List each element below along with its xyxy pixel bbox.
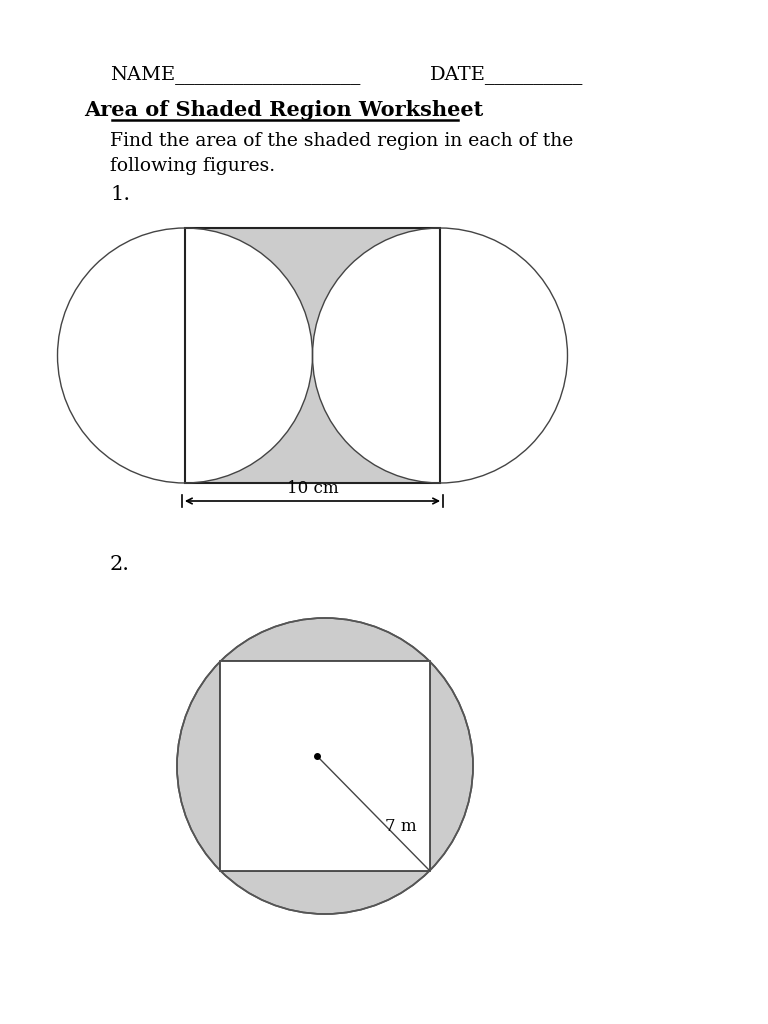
Text: 1.: 1. [110,185,130,204]
Bar [185,228,440,483]
Text: 2.: 2. [110,555,130,574]
Bar [220,662,429,870]
Text: 7 m: 7 m [386,818,417,836]
Text: Area of Shaded Region Worksheet: Area of Shaded Region Worksheet [84,100,484,120]
Circle shape [177,618,473,914]
Text: DATE__________: DATE__________ [430,65,584,84]
Text: Find the area of the shaded region in each of the: Find the area of the shaded region in ea… [110,132,573,150]
Circle shape [58,228,313,483]
Circle shape [313,228,568,483]
Bar [185,228,440,483]
Text: following figures.: following figures. [110,157,275,175]
Text: NAME___________________: NAME___________________ [110,65,360,84]
Text: 10 cm: 10 cm [286,480,339,497]
